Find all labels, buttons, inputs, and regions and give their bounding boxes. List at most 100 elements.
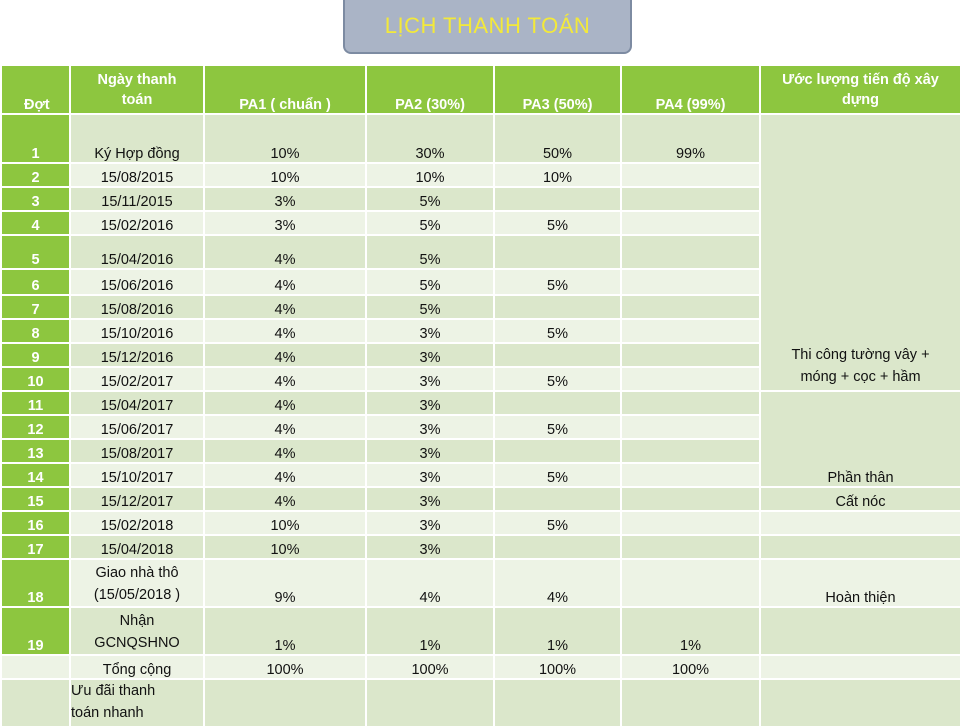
cell-pa2: 4% [365,558,495,608]
table-row: 6 15/06/2016 4% 5% 5% [0,268,960,296]
cell-pa4 [620,342,761,368]
table-row: 11 15/04/2017 4% 3% Phần thân [0,390,960,488]
cell-dot: 16 [0,510,71,536]
cell-date: Giao nhà thô (15/05/2018 ) [69,558,205,608]
cell-pa1: 4% [203,414,367,440]
cell-pa2: 3% [365,486,495,512]
cell-pa3 [493,486,622,512]
cell-pa2: 10% [365,162,495,188]
col-header-pa3: PA3 (50%) [493,64,622,115]
estimate-empty [759,654,960,680]
cell-dot: 9 [0,342,71,368]
col-header-estimate: Ước lượng tiến độ xây dựng [759,64,960,115]
cell-pa1: 4% [203,318,367,344]
page-title-text: LỊCH THANH TOÁN [384,13,591,38]
cell-pa1: 10% [203,113,367,164]
cell-date: Nhận GCNQSHNO [69,606,205,656]
cell-pa1: 10% [203,162,367,188]
cell-pa2: 5% [365,234,495,270]
cell-pa2: 3% [365,390,495,416]
cell-pa1: 10% [203,534,367,560]
cell-pa4 [620,390,761,416]
cell-pa3 [493,294,622,320]
cell-dot: 14 [0,462,71,488]
header-row: Đợt Ngày thanh toán PA1 ( chuẩn ) PA2 (30… [0,64,960,115]
payment-schedule-table: Đợt Ngày thanh toán PA1 ( chuẩn ) PA2 (30… [0,64,960,728]
page-title: LỊCH THANH TOÁN [343,0,632,54]
cell-pa3: 4% [493,558,622,608]
cell-pa3 [493,534,622,560]
cell-pa1: 4% [203,366,367,392]
cell-pa1: 1% [203,606,367,656]
cell-pa3: 5% [493,414,622,440]
estimate-phase-topping-out: Cất nóc [759,486,960,512]
cell-date: 15/10/2017 [69,462,205,488]
total-row: Tổng cộng 100% 100% 100% 100% [0,654,960,680]
cell-dot: 3 [0,186,71,212]
total-label: Tổng cộng [69,654,205,680]
cell-dot: 7 [0,294,71,320]
cell-pa4 [620,534,761,560]
table-row: 16 15/02/2018 10% 3% 5% [0,510,960,536]
cell-pa4 [620,186,761,212]
cell-date: 15/12/2017 [69,486,205,512]
cell-pa3 [493,186,622,212]
cell-date: 15/12/2016 [69,342,205,368]
cell-pa1: 4% [203,294,367,320]
cell-dot: 10 [0,366,71,392]
cell-pa4 [620,162,761,188]
cell-pa3: 5% [493,462,622,488]
cell-pa4 [620,510,761,536]
cell-pa4 [620,234,761,270]
cell-pa1: 4% [203,486,367,512]
table-row: 10 15/02/2017 4% 3% 5% [0,366,960,392]
cell-pa1: 10% [203,510,367,536]
cell-dot: 15 [0,486,71,512]
total-pa2: 100% [365,654,495,680]
cell-date: 15/11/2015 [69,186,205,212]
cell-pa2: 1% [365,606,495,656]
cell-dot: 1 [0,113,71,164]
total-pa3: 100% [493,654,622,680]
incentive-label-line1: Ưu đãi thanh [71,683,156,699]
cell-date-line1: Nhận [119,613,155,629]
incentive-label-line2: toán nhanh [71,705,144,721]
table-row: 7 15/08/2016 4% 5% [0,294,960,320]
cell-pa2: 5% [365,294,495,320]
cell-pa2: 3% [365,534,495,560]
cell-date: 15/06/2016 [69,268,205,296]
table-row: 14 15/10/2017 4% 3% 5% [0,462,960,488]
cell-pa1: 4% [203,462,367,488]
cell-pa2: 3% [365,342,495,368]
cell-pa1: 4% [203,438,367,464]
table-row: 19 Nhận GCNQSHNO 1% 1% 1% 1% [0,606,960,656]
table-row: 18 Giao nhà thô (15/05/2018 ) 9% 4% 4% Ho… [0,558,960,608]
cell-date-line2: (15/05/2018 ) [93,587,181,603]
cell-pa4 [620,210,761,236]
table-row: 2 15/08/2015 10% 10% 10% [0,162,960,188]
col-header-pa2: PA2 (30%) [365,64,495,115]
cell-pa3 [493,234,622,270]
table-row: 1 Ký Hợp đồng 10% 30% 50% 99% Thi công t… [0,113,960,392]
cell-date: 15/06/2017 [69,414,205,440]
cell-pa4: 99% [620,113,761,164]
cell-pa4 [620,318,761,344]
table-row: 9 15/12/2016 4% 3% [0,342,960,368]
table-row: 17 15/04/2018 10% 3% [0,534,960,560]
cell-dot: 4 [0,210,71,236]
cell-date: 15/04/2018 [69,534,205,560]
cell-pa4 [620,268,761,296]
cell-date: 15/10/2016 [69,318,205,344]
cell-pa2: 5% [365,268,495,296]
col-header-date-line2: toán [121,92,153,108]
cell-pa1: 4% [203,268,367,296]
col-header-date: Ngày thanh toán [69,64,205,115]
cell-dot: 2 [0,162,71,188]
cell-dot: 11 [0,390,71,416]
cell-dot-empty [0,654,71,680]
cell-pa1: 3% [203,186,367,212]
cell-pa2: 3% [365,414,495,440]
cell-pa4: 1% [620,606,761,656]
cell-pa2: 5% [365,210,495,236]
estimate-phase-foundation-line2: móng + cọc + hầm [800,369,921,385]
